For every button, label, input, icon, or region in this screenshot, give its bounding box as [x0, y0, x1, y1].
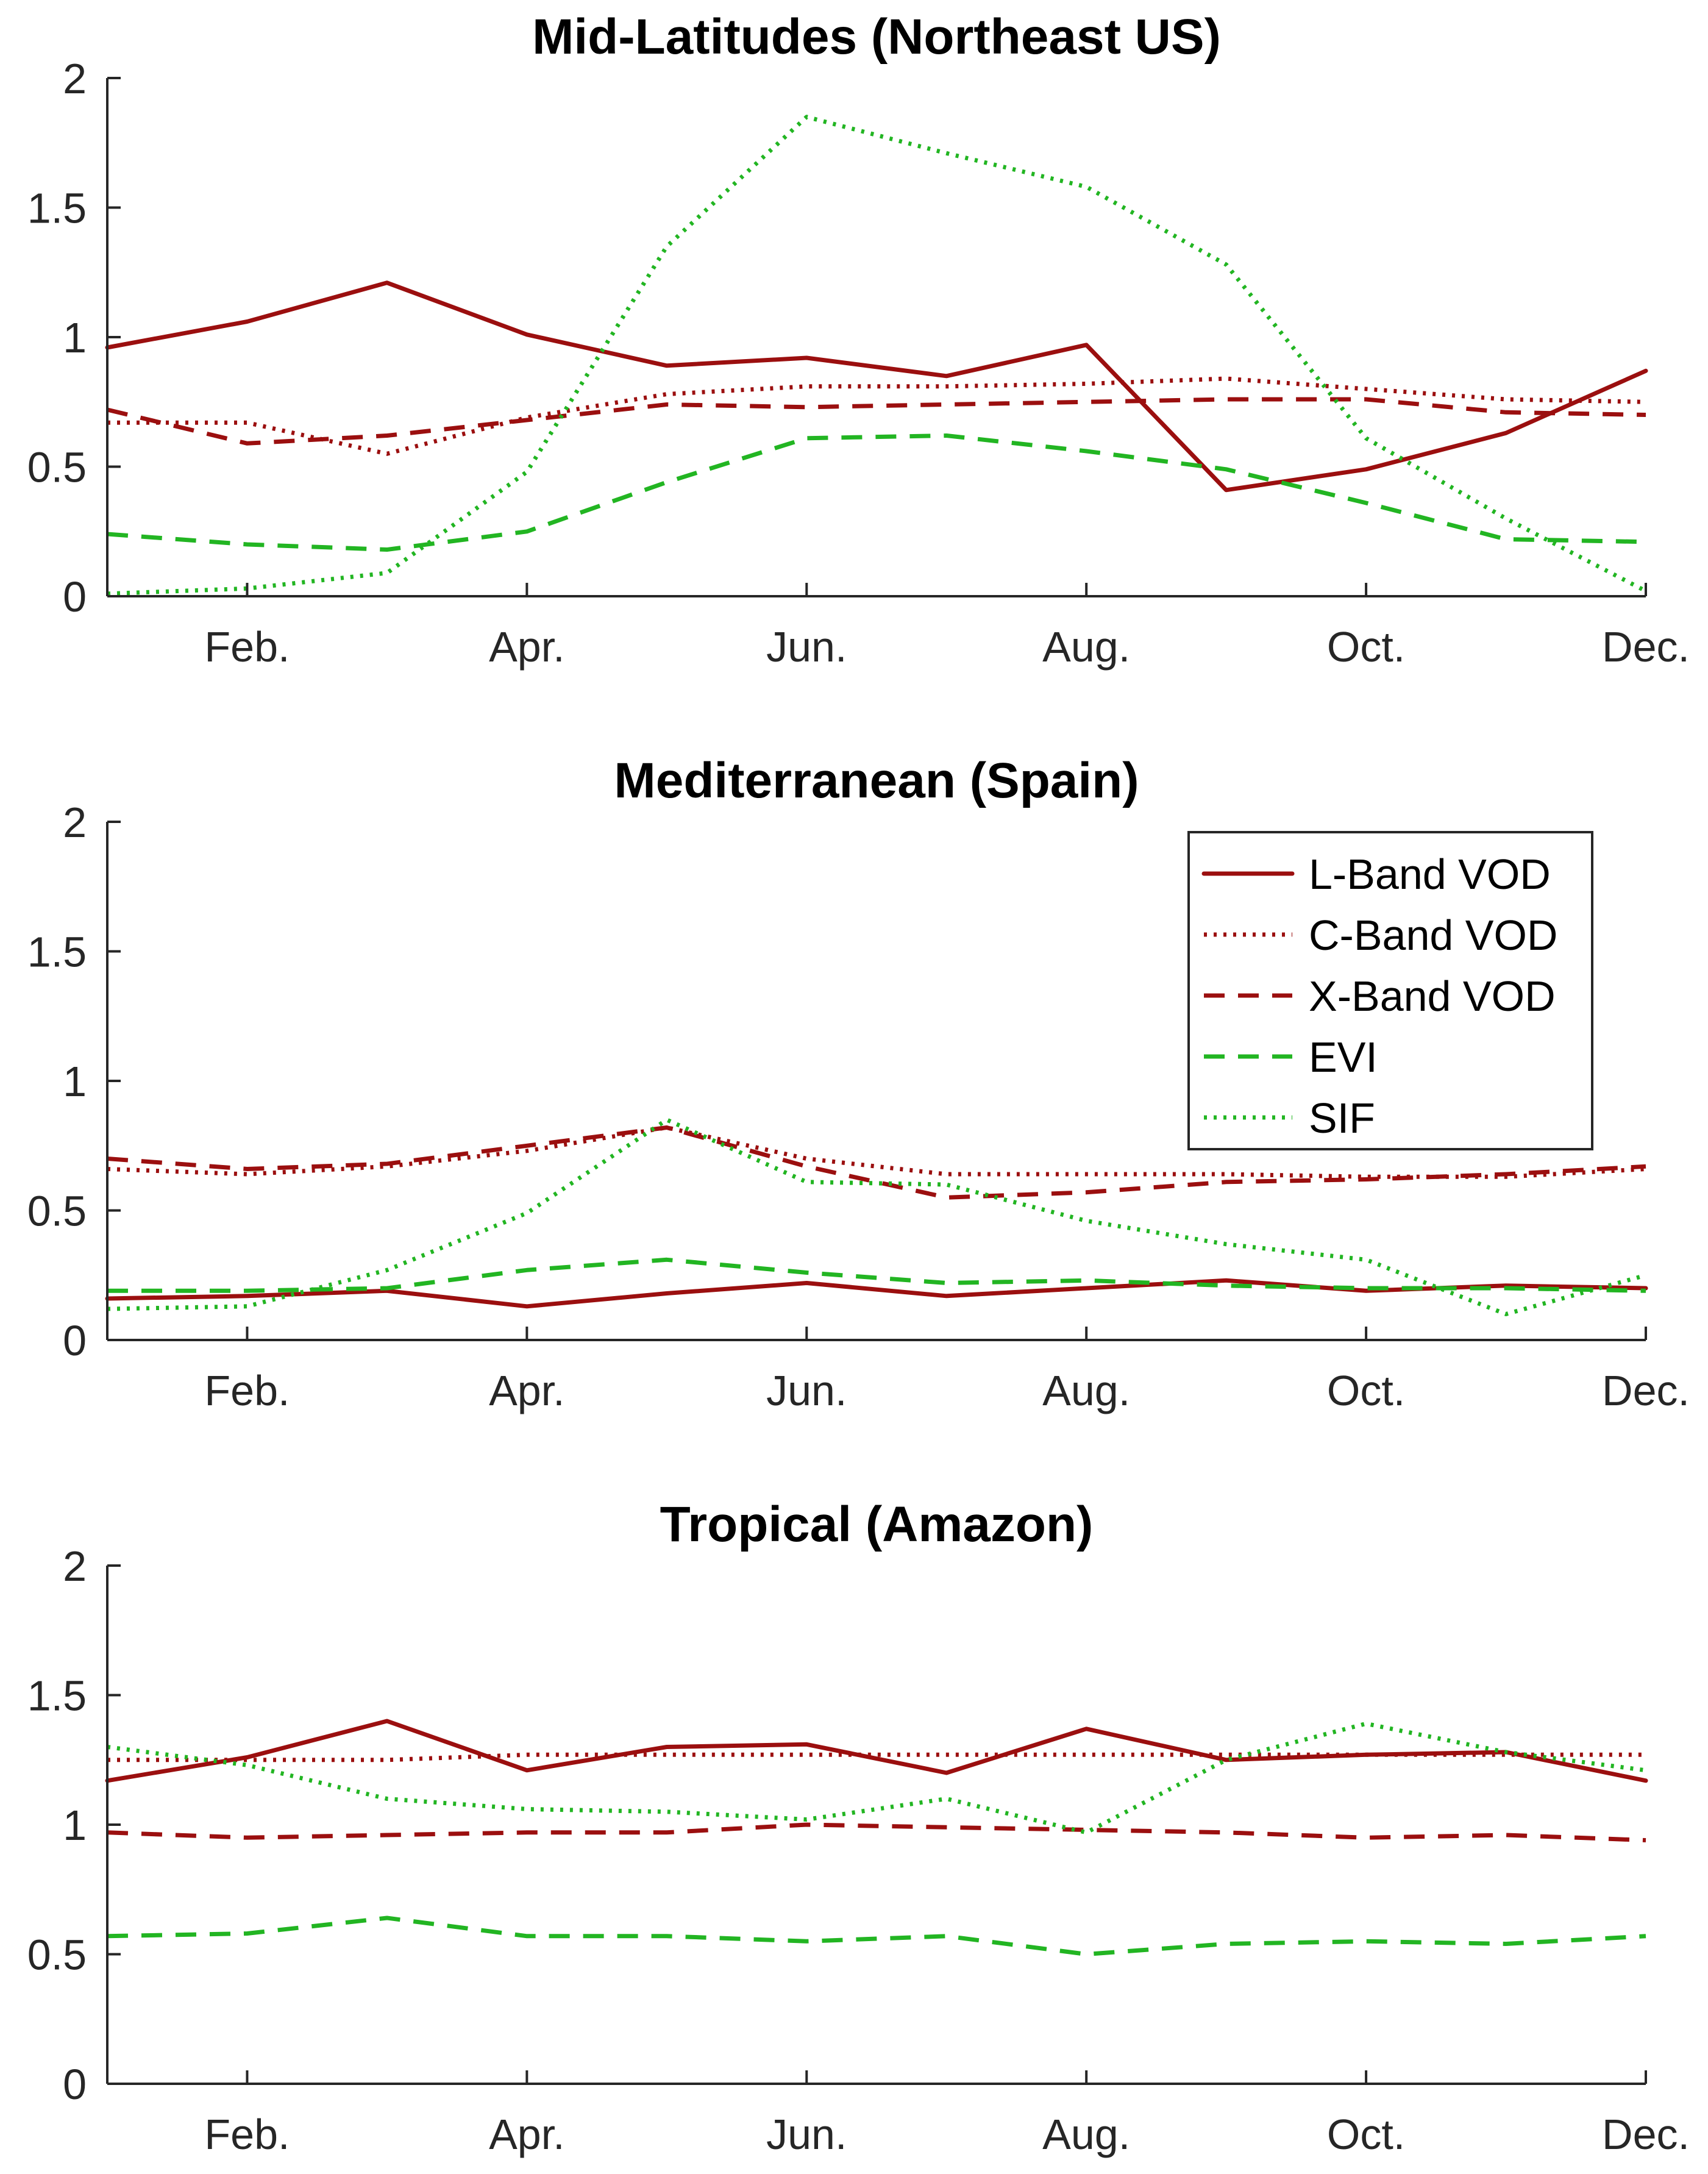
y-tick-label: 0.5	[27, 444, 87, 491]
chart-title: Tropical (Amazon)	[660, 1497, 1094, 1552]
y-tick-label: 1.5	[27, 1672, 87, 1720]
legend-label-sif: SIF	[1309, 1094, 1375, 1142]
y-tick-label: 0.5	[27, 1931, 87, 1979]
y-tick-label: 1	[63, 314, 87, 362]
y-tick-label: 1	[63, 1058, 87, 1105]
y-tick-label: 0	[63, 1317, 87, 1364]
series-line-sif	[107, 1117, 1646, 1316]
series-line-sif	[107, 1721, 1646, 1835]
y-tick-label: 2	[63, 799, 87, 846]
chart-title: Mid-Latitudes (Northeast US)	[532, 9, 1221, 65]
y-tick-label: 0.5	[27, 1188, 87, 1235]
x-tick-label: Oct.	[1327, 1367, 1405, 1414]
legend: L-Band VOD C-Band VOD X-Band VOD EVI SIF	[1187, 831, 1593, 1150]
chart-panel-3: Tropical (Amazon) 0 0.5 1 1.5 2 Feb. Apr. Jun. Au…	[27, 1497, 1690, 2158]
x-tick-label: Oct.	[1327, 623, 1405, 671]
series-line-c-band-vod	[107, 376, 1646, 456]
y-tick-label: 2	[63, 1542, 87, 1590]
x-tick-label: Aug.	[1042, 2111, 1130, 2158]
x-tick-label: Apr.	[489, 2111, 565, 2158]
x-tick-label: Dec.	[1602, 2111, 1690, 2158]
series-line-evi	[107, 1257, 1646, 1293]
x-tick-label: Aug.	[1042, 1367, 1130, 1414]
x-tick-label: Apr.	[489, 1367, 565, 1414]
x-tick-label: Dec.	[1602, 623, 1690, 671]
chart-title: Mediterranean (Spain)	[614, 753, 1139, 808]
x-tick-label: Oct.	[1327, 2111, 1405, 2158]
chart-panel-2: Mediterranean (Spain) 0 0.5 1 1.5 2 Feb. Apr. Ju…	[27, 753, 1690, 1414]
x-tick-label: Jun.	[766, 2111, 847, 2158]
y-tick-label: 2	[63, 55, 87, 102]
x-tick-label: Aug.	[1042, 623, 1130, 671]
x-tick-label: Dec.	[1602, 1367, 1690, 1414]
chart-panel-1: Mid-Latitudes (Northeast US) 0 0.5 1 1.5 2 Feb…	[27, 9, 1690, 671]
legend-label-c-band-vod: C-Band VOD	[1309, 911, 1557, 959]
y-tick-label: 1.5	[27, 185, 87, 232]
series-line-evi	[107, 1916, 1646, 1956]
series-line-l-band-vod	[105, 1278, 1648, 1309]
series-line-l-band-vod	[105, 1719, 1648, 1783]
y-tick-label: 0	[63, 2061, 87, 2108]
series-line-l-band-vod	[105, 280, 1648, 493]
x-tick-label: Feb.	[204, 1367, 290, 1414]
series-line-x-band-vod	[107, 1822, 1646, 1842]
y-tick-label: 0	[63, 573, 87, 621]
x-tick-label: Feb.	[204, 623, 290, 671]
x-tick-label: Apr.	[489, 623, 565, 671]
legend-label-evi: EVI	[1309, 1033, 1378, 1081]
series-line-x-band-vod	[107, 1125, 1646, 1200]
legend-label-x-band-vod: X-Band VOD	[1309, 972, 1556, 1020]
x-tick-label: Jun.	[766, 1367, 847, 1414]
x-tick-label: Feb.	[204, 2111, 290, 2158]
series-line-evi	[107, 433, 1646, 552]
y-tick-label: 1.5	[27, 928, 87, 976]
series-line-sif	[107, 115, 1647, 596]
x-tick-label: Jun.	[766, 623, 847, 671]
series-line-c-band-vod	[107, 1125, 1646, 1179]
series-line-c-band-vod	[107, 1752, 1646, 1762]
legend-box	[1187, 831, 1593, 1150]
y-tick-label: 1	[63, 1802, 87, 1849]
legend-label-l-band-vod: L-Band VOD	[1309, 850, 1551, 898]
